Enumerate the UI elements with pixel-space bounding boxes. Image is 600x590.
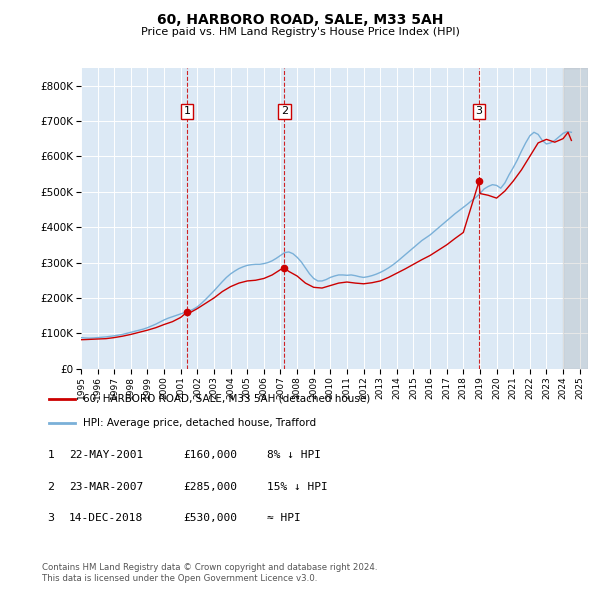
Bar [563, 68, 588, 369]
Text: 2: 2 [47, 482, 55, 491]
Text: 14-DEC-2018: 14-DEC-2018 [69, 513, 143, 523]
Text: Contains HM Land Registry data © Crown copyright and database right 2024.
This d: Contains HM Land Registry data © Crown c… [42, 563, 377, 583]
Text: 23-MAR-2007: 23-MAR-2007 [69, 482, 143, 491]
Text: 60, HARBORO ROAD, SALE, M33 5AH (detached house): 60, HARBORO ROAD, SALE, M33 5AH (detache… [83, 394, 370, 404]
Text: 8% ↓ HPI: 8% ↓ HPI [267, 451, 321, 460]
Text: 15% ↓ HPI: 15% ↓ HPI [267, 482, 328, 491]
Text: £530,000: £530,000 [183, 513, 237, 523]
Text: ≈ HPI: ≈ HPI [267, 513, 301, 523]
Text: £285,000: £285,000 [183, 482, 237, 491]
Text: 1: 1 [47, 451, 55, 460]
Text: £160,000: £160,000 [183, 451, 237, 460]
Text: 1: 1 [184, 106, 191, 116]
Text: 3: 3 [47, 513, 55, 523]
Text: HPI: Average price, detached house, Trafford: HPI: Average price, detached house, Traf… [83, 418, 316, 428]
Text: Price paid vs. HM Land Registry's House Price Index (HPI): Price paid vs. HM Land Registry's House … [140, 27, 460, 37]
Text: 2: 2 [281, 106, 288, 116]
Text: 3: 3 [476, 106, 482, 116]
Text: 60, HARBORO ROAD, SALE, M33 5AH: 60, HARBORO ROAD, SALE, M33 5AH [157, 13, 443, 27]
Text: 22-MAY-2001: 22-MAY-2001 [69, 451, 143, 460]
